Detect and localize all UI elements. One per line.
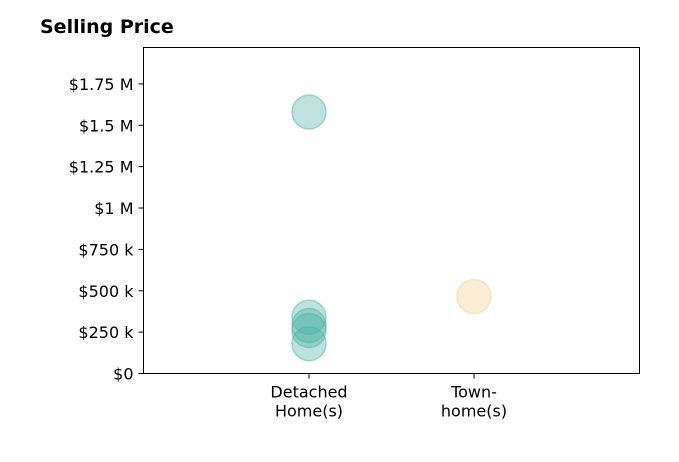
marks-layer — [291, 94, 492, 362]
y-tick-label: $1 M — [94, 199, 133, 218]
y-tick-label: $1.75 M — [69, 75, 134, 94]
y-axis: $0 $250 k $500 k $750 k $1 M $1.25 M $1.5 M $1.… — [69, 75, 144, 384]
data-point — [291, 299, 327, 335]
data-point — [291, 94, 327, 130]
data-point — [291, 325, 327, 362]
x-axis: Detached Home(s) Town-home(s) — [270, 373, 507, 421]
y-tick-label: $750 k — [78, 240, 134, 259]
y-tick-label: $0 — [113, 365, 133, 384]
data-point — [291, 312, 327, 349]
y-tick-label: $250 k — [78, 323, 134, 342]
y-tick-label: $500 k — [78, 282, 134, 301]
x-tick-label: Town-home(s) — [441, 383, 507, 421]
x-tick-label: Detached Home(s) — [270, 383, 347, 421]
data-point — [291, 307, 327, 344]
y-tick-label: $1.25 M — [69, 158, 134, 177]
data-point — [456, 278, 492, 315]
chart-title: Selling Price — [40, 16, 174, 38]
plot-area-frame — [143, 47, 640, 374]
y-tick-label: $1.5 M — [79, 116, 134, 135]
